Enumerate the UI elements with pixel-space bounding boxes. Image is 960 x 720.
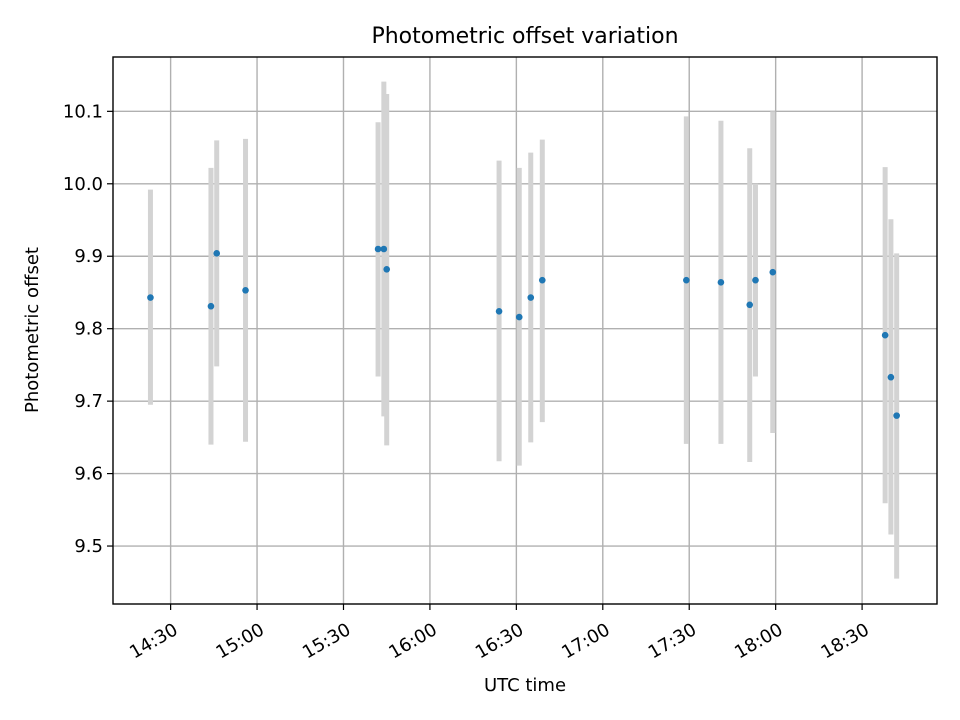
data-points xyxy=(147,245,900,419)
y-tick-label: 10.0 xyxy=(63,174,103,195)
y-axis-label: Photometric offset xyxy=(22,247,43,413)
error-bars xyxy=(147,81,900,579)
grid xyxy=(113,57,937,604)
y-tick-label: 9.8 xyxy=(74,319,103,340)
x-tick-label: 15:30 xyxy=(299,619,354,663)
x-tick-label: 14:30 xyxy=(126,619,181,663)
data-point xyxy=(374,245,382,253)
x-axis-ticks: 14:30 15:00 15:30 16:00 16:30 17:00 17:30 18:00… xyxy=(126,604,873,663)
chart-title: Photometric offset variation xyxy=(371,24,678,49)
y-tick-label: 9.7 xyxy=(74,391,103,412)
data-point xyxy=(147,294,154,301)
data-point xyxy=(887,373,895,381)
data-point xyxy=(717,279,725,286)
x-tick-label: 15:00 xyxy=(213,619,268,663)
data-point xyxy=(380,245,388,253)
data-point xyxy=(538,276,546,284)
x-tick-label: 16:00 xyxy=(385,619,440,663)
x-tick-label: 17:30 xyxy=(645,619,700,663)
data-point xyxy=(242,286,249,294)
data-point xyxy=(213,250,221,257)
y-tick-label: 9.6 xyxy=(74,464,103,485)
data-point xyxy=(383,265,391,273)
x-tick-label: 18:00 xyxy=(731,619,786,663)
data-point xyxy=(746,301,754,309)
data-point xyxy=(769,268,777,276)
data-point xyxy=(515,313,523,321)
y-tick-label: 9.5 xyxy=(74,536,103,557)
data-point xyxy=(495,308,503,315)
data-point xyxy=(207,302,215,310)
y-tick-label: 9.9 xyxy=(74,246,103,267)
x-axis-label: UTC time xyxy=(484,675,566,696)
plot-frame xyxy=(112,56,938,605)
x-tick-label: 18:30 xyxy=(818,619,873,663)
y-tick-label: 10.1 xyxy=(63,101,103,122)
x-tick-label: 16:30 xyxy=(472,619,527,663)
y-axis-ticks: 9.5 9.6 9.7 9.8 9.9 10.0 10.1 xyxy=(63,101,113,557)
data-point xyxy=(893,412,900,419)
data-point xyxy=(881,331,889,339)
data-point xyxy=(527,294,535,301)
data-point xyxy=(683,276,690,284)
data-point xyxy=(752,276,759,284)
x-tick-label: 17:00 xyxy=(558,619,613,663)
